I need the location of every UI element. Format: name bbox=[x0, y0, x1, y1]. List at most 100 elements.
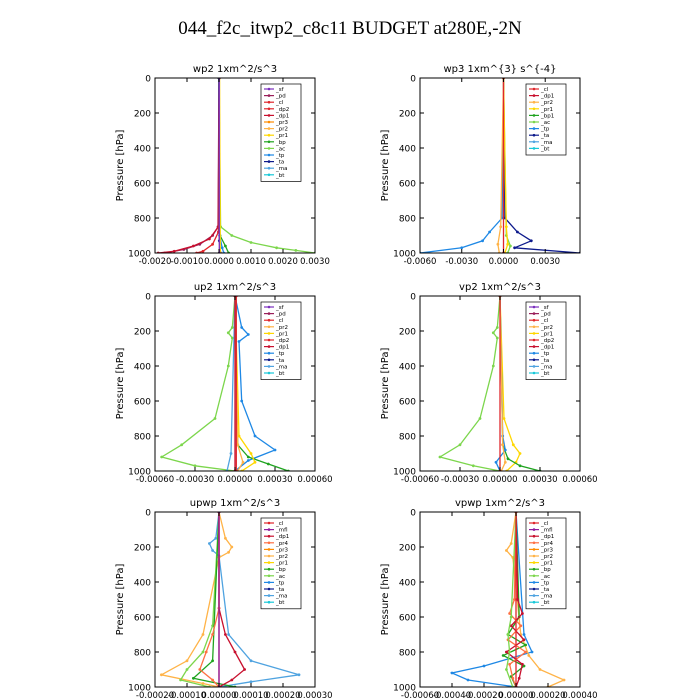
series-point-dp1 bbox=[233, 650, 237, 654]
legend-entry: _cl bbox=[275, 318, 284, 324]
legend-entry: _sf bbox=[275, 305, 285, 311]
x-tick-label: -0.00060 bbox=[401, 475, 439, 485]
series-line-pd bbox=[164, 78, 220, 253]
series-point-ac bbox=[249, 241, 253, 244]
series-point-pr2 bbox=[241, 460, 245, 464]
series-point-bp bbox=[246, 455, 250, 459]
series-line-ac bbox=[438, 296, 501, 471]
legend-marker bbox=[267, 127, 271, 130]
series-point-ac bbox=[193, 464, 197, 468]
series-point-dp1 bbox=[509, 624, 513, 628]
legend-marker bbox=[267, 338, 271, 342]
legend-marker bbox=[532, 133, 536, 137]
chart-title: wp2 1xm^2/s^3 bbox=[193, 64, 277, 75]
chart-title: upwp 1xm^2/s^3 bbox=[190, 498, 280, 509]
legend-marker bbox=[267, 120, 271, 124]
series-point-pr1 bbox=[502, 417, 506, 420]
series-point-pr2 bbox=[236, 443, 240, 447]
legend-entry: _cl bbox=[275, 521, 284, 527]
series-point-dp1 bbox=[172, 249, 176, 253]
series-point-ta bbox=[516, 230, 519, 234]
series-point-bp bbox=[518, 464, 522, 468]
page-title: 044_f2c_itwp2_c8c11 BUDGET at280E,-2N bbox=[178, 18, 522, 39]
legend-entry: _bp bbox=[540, 567, 551, 573]
series-line-pr2 bbox=[159, 512, 233, 687]
series-point-ac bbox=[491, 331, 495, 335]
x-tick-label: 0.00060 bbox=[562, 475, 597, 485]
y-axis-label: Pressure [hPa] bbox=[115, 564, 126, 636]
series-point-ta bbox=[529, 239, 533, 243]
legend-marker bbox=[267, 600, 271, 604]
series-point-ac bbox=[226, 364, 230, 368]
y-tick-label: 400 bbox=[134, 363, 151, 373]
series-point-pr2 bbox=[503, 460, 507, 464]
legend-marker bbox=[267, 567, 271, 571]
series-point-tp bbox=[460, 246, 464, 250]
series-point-bp bbox=[506, 457, 510, 461]
series-point-pr1 bbox=[511, 443, 515, 447]
series-point-pr2 bbox=[230, 545, 234, 549]
x-tick-label: 0.0030 bbox=[530, 257, 560, 267]
legend-marker bbox=[267, 153, 271, 157]
series-point-ma bbox=[227, 633, 231, 636]
series-line-dp1 bbox=[218, 512, 246, 687]
series-point-pr2 bbox=[227, 550, 231, 554]
series-point-pr1 bbox=[249, 452, 253, 455]
series-point-ac bbox=[226, 331, 230, 335]
legend-marker bbox=[532, 120, 536, 124]
legend-entry: _ac bbox=[540, 120, 550, 126]
legend-marker bbox=[532, 345, 536, 348]
series-point-pr2 bbox=[527, 654, 531, 657]
y-tick-label: 800 bbox=[134, 649, 151, 659]
legend-entry: _sf bbox=[275, 87, 285, 93]
x-tick-label: -0.00060 bbox=[401, 691, 439, 700]
legend-box bbox=[260, 83, 302, 182]
series-point-tp bbox=[273, 448, 277, 452]
legend-entry: _tp bbox=[275, 153, 285, 159]
y-tick-label: 800 bbox=[134, 215, 151, 225]
legend-marker bbox=[532, 351, 536, 355]
series-point-pr2 bbox=[501, 443, 505, 447]
legend-entry: _pr4 bbox=[275, 541, 289, 547]
legend-entry: _pr1 bbox=[540, 107, 553, 113]
y-tick-label: 400 bbox=[134, 579, 151, 589]
legend-entry: _ta bbox=[275, 587, 284, 593]
legend-entry: _dp1 bbox=[540, 345, 554, 351]
series-point-tp bbox=[246, 459, 250, 462]
series-point-pr1 bbox=[518, 452, 522, 455]
legend-entry: _pr2 bbox=[275, 325, 288, 331]
y-tick-label: 0 bbox=[410, 293, 416, 303]
y-tick-label: 0 bbox=[410, 509, 416, 519]
y-tick-label: 200 bbox=[399, 110, 416, 120]
legend-entry: _pr1 bbox=[275, 133, 288, 139]
legend-marker bbox=[267, 305, 271, 309]
plot-frame bbox=[154, 77, 316, 254]
x-tick-label: 0.00010 bbox=[233, 691, 268, 700]
y-tick-label: 200 bbox=[399, 544, 416, 554]
series-point-bp bbox=[211, 659, 215, 663]
legend-marker bbox=[532, 554, 536, 558]
y-axis-label: Pressure [hPa] bbox=[380, 348, 391, 420]
legend-marker bbox=[532, 107, 536, 111]
series-group bbox=[420, 78, 580, 253]
legend-entry: _bt bbox=[540, 371, 550, 377]
series-group bbox=[449, 512, 566, 687]
series-point-pr2 bbox=[509, 542, 513, 545]
legend-entry: _tp bbox=[540, 351, 550, 357]
x-tick-label: -0.00010 bbox=[168, 691, 206, 700]
series-point-dp1 bbox=[517, 676, 521, 680]
legend-entry: _bt bbox=[275, 173, 285, 179]
series-point-pr4 bbox=[508, 662, 511, 666]
x-tick-label: -0.00020 bbox=[465, 691, 503, 700]
x-tick-label: 0.00030 bbox=[257, 475, 292, 485]
legend-marker bbox=[532, 567, 536, 571]
legend-marker bbox=[532, 127, 536, 130]
legend-entry: _pr4 bbox=[540, 541, 554, 547]
series-point-tp bbox=[253, 434, 257, 438]
legend-entry: _pd bbox=[275, 312, 286, 318]
legend-marker bbox=[267, 534, 271, 538]
x-tick-label: 0.00000 bbox=[498, 691, 533, 700]
series-line-pr1 bbox=[502, 78, 509, 253]
legend-entry: _dp2 bbox=[540, 338, 554, 344]
series-line-dp1 bbox=[158, 78, 220, 253]
